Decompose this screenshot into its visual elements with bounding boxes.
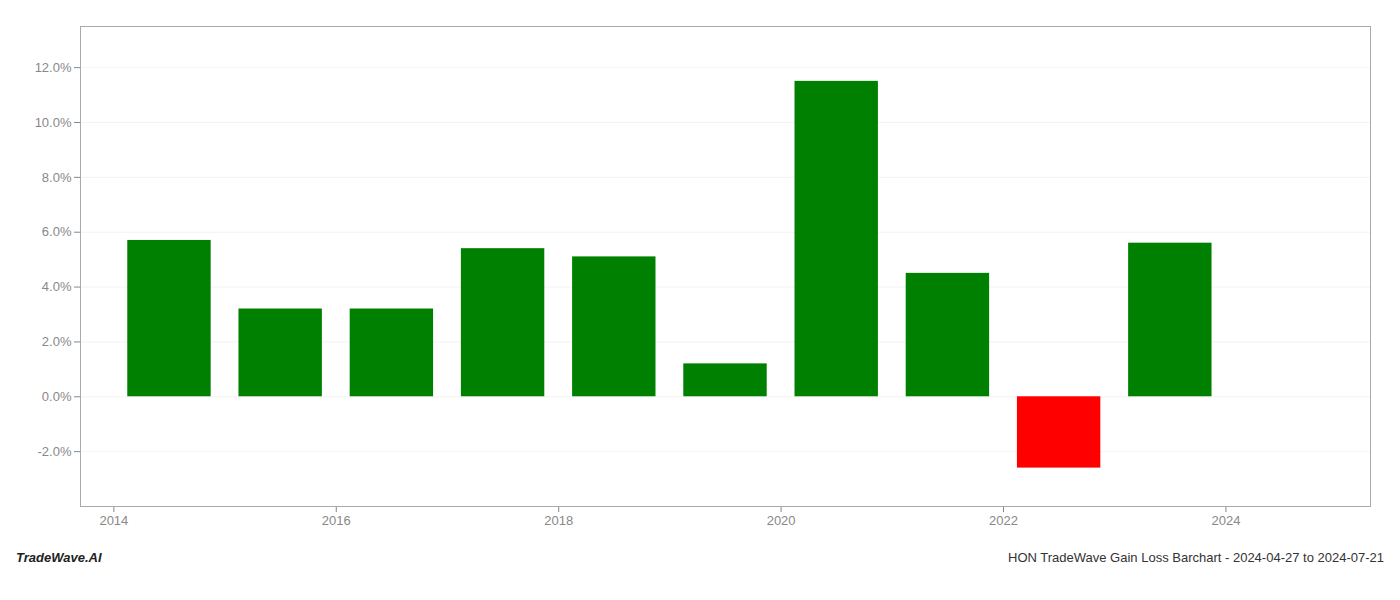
svg-text:2016: 2016	[322, 513, 351, 528]
svg-text:0.0%: 0.0%	[42, 389, 72, 404]
svg-text:8.0%: 8.0%	[42, 170, 72, 185]
svg-text:10.0%: 10.0%	[35, 115, 72, 130]
svg-text:2020: 2020	[767, 513, 796, 528]
svg-text:2018: 2018	[544, 513, 573, 528]
svg-text:4.0%: 4.0%	[42, 279, 72, 294]
svg-text:2.0%: 2.0%	[42, 334, 72, 349]
svg-text:6.0%: 6.0%	[42, 224, 72, 239]
svg-text:2024: 2024	[1211, 513, 1240, 528]
svg-text:-2.0%: -2.0%	[38, 444, 72, 459]
svg-text:2014: 2014	[99, 513, 128, 528]
svg-text:2022: 2022	[989, 513, 1018, 528]
html-text:HON TradeWave Gain Loss Barcha: HON TradeWave Gain Loss Barchart - 2024-…	[1008, 550, 1384, 565]
html-text:TradeWave.AI: TradeWave.AI	[16, 550, 102, 565]
svg-text:12.0%: 12.0%	[35, 60, 72, 75]
